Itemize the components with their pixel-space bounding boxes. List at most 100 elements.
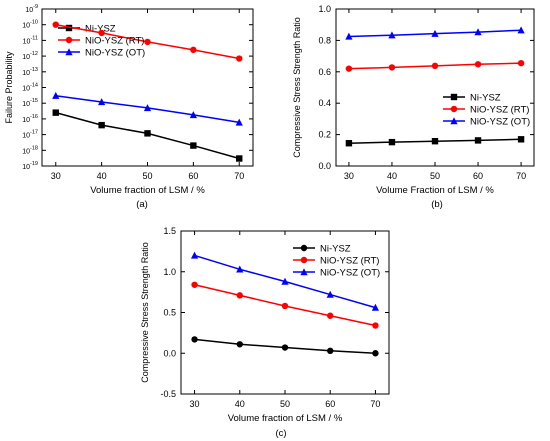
legend-marker: [300, 268, 308, 276]
data-point: [281, 302, 289, 310]
y-tick-label: 10-13: [22, 67, 38, 77]
x-tick-label: 60: [325, 399, 335, 409]
x-tick-label: 50: [142, 171, 152, 181]
chart-panel-a: 30 40 50 60 70 10-19 10-18 10-17 10-16 10-15 10-14…: [4, 4, 254, 210]
series-0: [345, 136, 525, 147]
data-point: [388, 138, 396, 146]
data-point: [474, 137, 482, 144]
series-1: [52, 21, 243, 62]
x-tick-label: 30: [190, 399, 200, 409]
y-tick-label: 0.0: [318, 161, 331, 171]
y-axis-label: Compressive Stress Strength Ratio: [292, 17, 302, 158]
data-point: [474, 61, 482, 68]
data-point: [98, 121, 105, 129]
x-tick-label: 50: [280, 399, 290, 409]
data-point: [372, 322, 379, 329]
data-point: [371, 303, 380, 311]
x-tick-label: 70: [516, 171, 526, 181]
series-0: [52, 109, 243, 162]
data-point: [191, 281, 198, 288]
y-tick-label: 1.0: [318, 4, 331, 14]
data-point: [236, 341, 243, 348]
legend-label: Ni-YSZ: [320, 244, 351, 255]
data-point: [431, 29, 439, 37]
chart-panel-c: 30 40 50 60 70 -0.5 0.0 0.5 1.0 1.5 Volume fractio…: [140, 226, 390, 439]
x-tick-label: 70: [234, 171, 244, 181]
y-tick-label: 10-14: [22, 83, 38, 93]
y-axis-label: Failure Probability: [4, 51, 14, 124]
data-point: [144, 130, 151, 137]
data-point: [327, 347, 334, 355]
x-axis-label: Volume fraction of LSM / %: [228, 413, 343, 424]
plot-frame: [41, 8, 254, 167]
series-1: [191, 281, 379, 329]
data-point: [52, 109, 59, 116]
legend-marker: [65, 48, 73, 56]
y-tick-label: 0.8: [318, 35, 331, 45]
y-tick-label: -0.5: [160, 389, 176, 399]
series-2: [52, 91, 243, 126]
data-point: [372, 350, 379, 357]
legend-label: NiO-YSZ (OT): [320, 268, 380, 279]
legend-marker: [450, 105, 458, 113]
y-tick-label: 10-15: [22, 98, 38, 108]
data-point: [327, 312, 334, 319]
chart-panel-b: 30 40 50 60 70 0.0 0.2 0.4 0.6 0.8 1.0 Volume Fract…: [292, 4, 535, 210]
series-0: [191, 336, 379, 357]
data-point: [189, 111, 197, 119]
data-point: [236, 155, 243, 162]
legend-marker: [65, 24, 73, 32]
y-tick-label: 10-9: [25, 4, 38, 14]
data-point: [236, 265, 244, 273]
data-point: [517, 26, 525, 34]
x-tick-label: 40: [387, 171, 397, 181]
data-point: [345, 140, 353, 147]
legend-label: NiO-YSZ (RT): [320, 256, 379, 267]
data-point: [191, 336, 198, 343]
panel-label: (c): [275, 428, 286, 439]
data-point: [281, 344, 289, 351]
y-axis-label: Compressive Stress Strength Ratio: [140, 242, 150, 383]
panel-label: (b): [431, 199, 443, 210]
x-tick-label: 50: [430, 171, 440, 181]
y-tick-label: 10-12: [22, 51, 38, 61]
y-tick-label: 10-11: [23, 35, 38, 45]
data-point: [326, 290, 334, 298]
y-tick-label: 0.2: [318, 130, 331, 140]
x-tick-label: 30: [51, 171, 61, 181]
data-point: [236, 292, 243, 299]
data-point: [52, 21, 59, 28]
x-tick-label: 30: [344, 171, 354, 181]
x-axis-label: Volume Fraction of LSM / %: [376, 185, 494, 196]
y-tick-label: 1.0: [163, 267, 176, 277]
legend-marker: [450, 117, 458, 125]
x-tick-label: 70: [370, 399, 380, 409]
data-point: [143, 104, 152, 112]
data-point: [190, 142, 197, 149]
legend-label: Ni-YSZ: [470, 93, 501, 104]
series-2: [190, 251, 380, 311]
data-point: [517, 59, 525, 67]
data-point: [517, 136, 525, 143]
data-point: [98, 98, 106, 106]
legend-label: Ni-YSZ: [85, 24, 116, 35]
y-tick-label: 0.5: [163, 308, 176, 318]
data-point: [144, 38, 151, 46]
x-tick-label: 40: [235, 399, 245, 409]
data-point: [236, 55, 243, 62]
series-2: [345, 26, 525, 40]
y-tick-label: 1.5: [163, 226, 176, 236]
data-point: [388, 64, 396, 71]
legend-marker: [300, 256, 308, 264]
data-point: [52, 91, 60, 99]
data-point: [190, 251, 199, 259]
x-tick-label: 40: [97, 171, 107, 181]
data-point: [345, 65, 353, 72]
legend-label: NiO-YSZ (RT): [85, 36, 144, 47]
y-tick-label: 10-19: [22, 161, 38, 171]
y-tick-label: 10-16: [22, 114, 38, 124]
data-point: [431, 62, 439, 70]
x-axis-label: Volume fraction of LSM / %: [90, 185, 205, 196]
legend-marker: [450, 93, 458, 101]
